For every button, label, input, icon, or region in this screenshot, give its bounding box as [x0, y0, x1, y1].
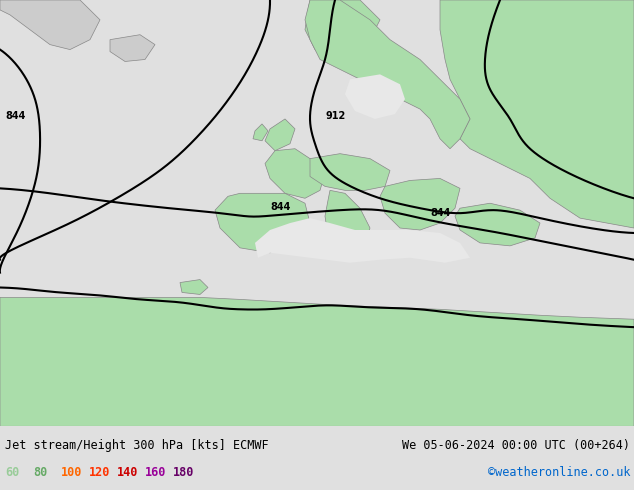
Polygon shape	[325, 190, 370, 253]
Polygon shape	[455, 203, 540, 246]
Polygon shape	[265, 148, 325, 198]
Text: 844: 844	[270, 202, 290, 212]
Polygon shape	[305, 0, 470, 148]
Text: 844: 844	[5, 111, 25, 121]
Text: 60: 60	[5, 466, 19, 479]
Polygon shape	[305, 0, 380, 59]
Text: 912: 912	[325, 111, 346, 121]
Polygon shape	[440, 0, 634, 228]
Polygon shape	[380, 178, 460, 230]
Text: Jet stream/Height 300 hPa [kts] ECMWF: Jet stream/Height 300 hPa [kts] ECMWF	[5, 439, 269, 452]
Text: 180: 180	[173, 466, 195, 479]
Text: We 05-06-2024 00:00 UTC (00+264): We 05-06-2024 00:00 UTC (00+264)	[402, 439, 630, 452]
Text: 140: 140	[117, 466, 138, 479]
Polygon shape	[253, 124, 268, 141]
Text: 80: 80	[33, 466, 48, 479]
Polygon shape	[180, 280, 208, 294]
Polygon shape	[255, 218, 470, 263]
Polygon shape	[0, 0, 100, 49]
Polygon shape	[110, 35, 155, 61]
Polygon shape	[215, 194, 310, 253]
Polygon shape	[265, 119, 295, 151]
Text: 120: 120	[89, 466, 110, 479]
Text: ©weatheronline.co.uk: ©weatheronline.co.uk	[488, 466, 630, 479]
Text: 100: 100	[61, 466, 82, 479]
Polygon shape	[345, 74, 405, 119]
Polygon shape	[0, 297, 634, 426]
Text: 160: 160	[145, 466, 166, 479]
Polygon shape	[310, 154, 390, 190]
Text: 844: 844	[430, 208, 450, 218]
